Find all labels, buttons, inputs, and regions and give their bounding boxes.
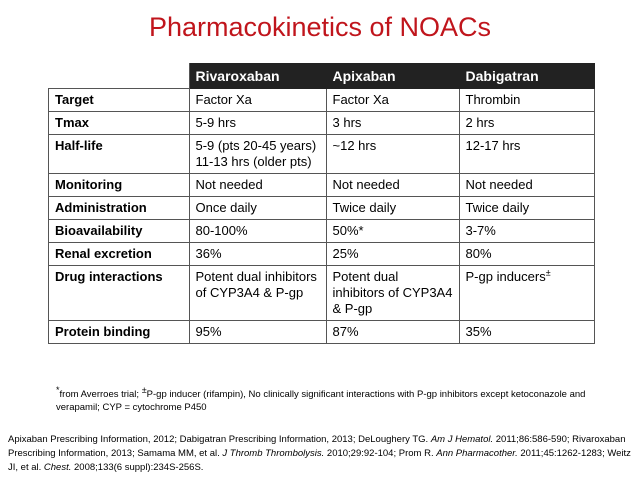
footnote-text-a: from Averroes trial;: [59, 389, 142, 400]
ref-journal: J Thromb Thrombolysis.: [222, 448, 325, 459]
table-cell: 80-100%: [188, 219, 327, 243]
row-label-monitoring: Monitoring: [48, 173, 190, 197]
table-row: Tmax 5-9 hrs 3 hrs 2 hrs: [48, 111, 595, 135]
table-cell: 80%: [458, 242, 595, 266]
references: Apixaban Prescribing Information, 2012; …: [8, 433, 633, 475]
table-row: Administration Once daily Twice daily Tw…: [48, 196, 595, 220]
table-cell: Factor Xa: [188, 88, 327, 112]
footnote-text-b: P-gp inducer (rifampin), No clinically s…: [56, 389, 586, 413]
table-cell: ~12 hrs: [325, 134, 460, 174]
row-label-tmax: Tmax: [48, 111, 190, 135]
table-cell: Potent dual inhibitors of CYP3A4 & P-gp: [188, 265, 327, 321]
slide-title: Pharmacokinetics of NOACs: [148, 12, 492, 42]
footnote-plus-minus: ±: [141, 384, 147, 395]
table-cell: P-gp inducers±: [458, 265, 595, 321]
table-header-row: Rivaroxaban Apixaban Dabigatran: [48, 63, 595, 89]
table-cell: 87%: [325, 320, 460, 344]
table-cell: 2 hrs: [458, 111, 595, 135]
row-label-protein-binding: Protein binding: [48, 320, 190, 344]
ref-text: Apixaban Prescribing Information, 2012; …: [8, 434, 431, 445]
table-cell: 12-17 hrs: [458, 134, 595, 174]
table-cell: Potent dual inhibitors of CYP3A4 & P-gp: [325, 265, 460, 321]
table-row: Target Factor Xa Factor Xa Thrombin: [48, 88, 595, 112]
row-label-bioavailability: Bioavailability: [48, 219, 190, 243]
table-cell: Twice daily: [458, 196, 595, 220]
table-row: Renal excretion 36% 25% 80%: [48, 242, 595, 266]
footnote-star: *: [56, 384, 60, 395]
table-row: Drug interactions Potent dual inhibitors…: [48, 265, 595, 321]
pharmacokinetics-table: Rivaroxaban Apixaban Dabigatran Target F…: [48, 63, 595, 344]
row-label-administration: Administration: [48, 196, 190, 220]
row-label-half-life: Half-life: [48, 134, 190, 174]
table-cell: Factor Xa: [325, 88, 460, 112]
header-apixaban: Apixaban: [325, 63, 460, 89]
table-cell: Twice daily: [325, 196, 460, 220]
plus-minus-mark: ±: [545, 267, 551, 278]
table-cell: Not needed: [325, 173, 460, 197]
table-row: Protein binding 95% 87% 35%: [48, 320, 595, 344]
table-cell: 50%*: [325, 219, 460, 243]
ref-journal: Ann Pharmacother.: [436, 448, 518, 459]
ref-text: 2008;133(6 suppl):234S-256S.: [71, 462, 204, 473]
table-cell: Not needed: [188, 173, 327, 197]
table-row: Half-life 5-9 (pts 20-45 years) 11-13 hr…: [48, 134, 595, 174]
table-cell: 36%: [188, 242, 327, 266]
ref-journal: Am J Hematol.: [430, 434, 494, 445]
ref-journal: Chest.: [43, 462, 72, 473]
ref-text: 2011;86:586-590; Rivaroxaban Prescribing…: [8, 434, 626, 459]
row-label-drug-interactions: Drug interactions: [48, 265, 190, 321]
table-cell: 5-9 hrs: [188, 111, 327, 135]
row-label-renal-excretion: Renal excretion: [48, 242, 190, 266]
table-cell: 35%: [458, 320, 595, 344]
header-rivaroxaban: Rivaroxaban: [188, 63, 327, 89]
table-cell: 95%: [188, 320, 327, 344]
table-cell: Not needed: [458, 173, 595, 197]
header-blank-cell: [48, 63, 190, 89]
table-cell: 3 hrs: [325, 111, 460, 135]
table-row: Bioavailability 80-100% 50%* 3-7%: [48, 219, 595, 243]
header-dabigatran: Dabigatran: [458, 63, 595, 89]
ref-text: 2010;29:92-104; Prom R.: [324, 448, 437, 459]
ref-text: 2011;45:1262-1283; Weitz JI, et al.: [8, 448, 631, 473]
table-cell: 25%: [325, 242, 460, 266]
table-footnote: *from Averroes trial; ±P-gp inducer (rif…: [56, 384, 616, 414]
table-cell: 5-9 (pts 20-45 years) 11-13 hrs (older p…: [188, 134, 327, 174]
table-cell: Thrombin: [458, 88, 595, 112]
table-cell: 3-7%: [458, 219, 595, 243]
table-cell: Once daily: [188, 196, 327, 220]
pgp-inducers-text: P-gp inducers: [465, 269, 546, 284]
table-row: Monitoring Not needed Not needed Not nee…: [48, 173, 595, 197]
row-label-target: Target: [48, 88, 190, 112]
